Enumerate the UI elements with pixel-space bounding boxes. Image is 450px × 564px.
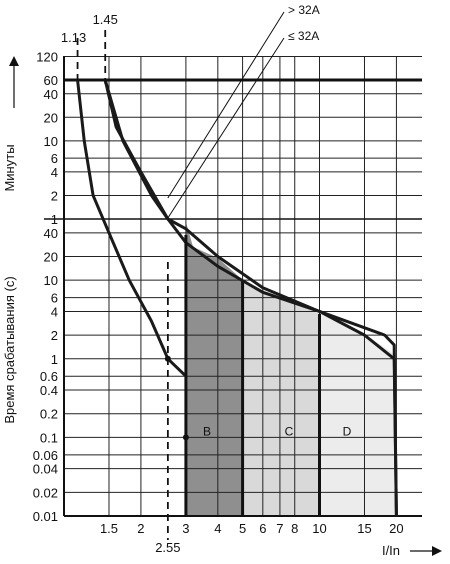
- y-tick-label-min: 4: [51, 165, 58, 180]
- y-tick-label-min: 6: [51, 151, 58, 166]
- top-mark-1-45: 1.45: [93, 12, 118, 27]
- y-tick-label-sec: 0.4: [40, 383, 58, 398]
- trip-curve-1: [76, 79, 187, 378]
- y-tick-label-min: 1: [51, 212, 58, 227]
- y-tick-label-min: 40: [44, 87, 58, 102]
- y-axis-title-seconds: Время срабатывания (с): [2, 276, 17, 423]
- x-tick-label: 4: [214, 521, 221, 536]
- marker-point: [164, 355, 171, 362]
- y-tick-label-sec: 2: [51, 328, 58, 343]
- y-tick-label-sec: 1: [51, 352, 58, 367]
- y-tick-label-sec: 4: [51, 304, 58, 319]
- y-tick-label-sec: 10: [44, 273, 58, 288]
- annotation-le32a: ≤ 32A: [288, 29, 319, 43]
- y-tick-label-sec: 40: [44, 226, 58, 241]
- leader-line-gt32a: [167, 11, 285, 199]
- labels: 12060402010642140201064210.60.40.20.10.0…: [2, 3, 442, 558]
- x-tick-label: 5: [239, 521, 246, 536]
- y-tick-label-sec: 6: [51, 291, 58, 306]
- x-tick-label: 20: [389, 521, 403, 536]
- curves: [76, 79, 398, 517]
- y-tick-label-sec: 0.01: [33, 509, 58, 524]
- x-tick-label: 10: [312, 521, 326, 536]
- zone-c: [242, 280, 320, 516]
- y-tick-label-min: 60: [44, 73, 58, 88]
- x-axis-arrowhead: [432, 546, 442, 556]
- y-tick-label-min: 20: [44, 110, 58, 125]
- zone-label-b: B: [203, 424, 211, 438]
- y-axis-arrowhead: [9, 56, 19, 66]
- bottom-mark-2-55: 2.55: [155, 540, 180, 555]
- zone-b: [185, 222, 243, 516]
- y-tick-label-sec: 0.06: [33, 448, 58, 463]
- leader-line-le32a: [167, 37, 285, 219]
- y-tick-label-sec: 0.6: [40, 369, 58, 384]
- y-tick-label-sec: 0.1: [40, 430, 58, 445]
- x-tick-label: 3: [182, 521, 189, 536]
- x-tick-label: 6: [259, 521, 266, 536]
- trip-curve-3: [103, 79, 398, 517]
- y-tick-label-sec: 0.04: [33, 462, 58, 477]
- zones: [185, 222, 397, 516]
- y-axis-title-minutes: Минуты: [2, 144, 17, 191]
- x-tick-label: 1.5: [100, 521, 118, 536]
- top-mark-1-13: 1.13: [61, 30, 86, 45]
- zone-label-c: C: [285, 424, 294, 438]
- x-tick-label: 2: [137, 521, 144, 536]
- x-tick-label: 15: [357, 521, 371, 536]
- y-tick-label-min: 2: [51, 188, 58, 203]
- y-tick-label-sec: 0.2: [40, 407, 58, 422]
- y-tick-label-sec: 20: [44, 250, 58, 265]
- zone-d: [319, 314, 397, 516]
- marker-point: [182, 434, 189, 441]
- y-tick-label-min: 120: [36, 49, 58, 64]
- x-tick-label: 7: [276, 521, 283, 536]
- x-axis-title: I/In: [382, 543, 400, 558]
- x-tick-label: 8: [291, 521, 298, 536]
- y-tick-label-min: 10: [44, 134, 58, 149]
- y-tick-label-sec: 0.02: [33, 485, 58, 500]
- zone-label-d: D: [343, 424, 352, 438]
- annotation-gt32a: > 32A: [288, 3, 320, 17]
- reference-lines: [76, 11, 285, 540]
